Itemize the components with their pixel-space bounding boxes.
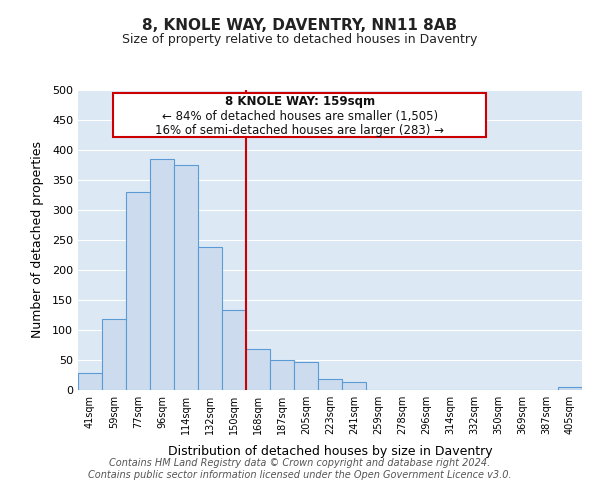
Text: Contains public sector information licensed under the Open Government Licence v3: Contains public sector information licen… <box>88 470 512 480</box>
Text: 16% of semi-detached houses are larger (283) →: 16% of semi-detached houses are larger (… <box>155 124 444 137</box>
Bar <box>318 379 342 390</box>
Bar <box>174 165 198 390</box>
Bar <box>270 360 294 390</box>
X-axis label: Distribution of detached houses by size in Daventry: Distribution of detached houses by size … <box>167 446 493 458</box>
FancyBboxPatch shape <box>113 93 486 136</box>
Bar <box>222 310 246 390</box>
Bar <box>294 362 318 390</box>
Text: 8 KNOLE WAY: 159sqm: 8 KNOLE WAY: 159sqm <box>224 95 375 108</box>
Text: 8, KNOLE WAY, DAVENTRY, NN11 8AB: 8, KNOLE WAY, DAVENTRY, NN11 8AB <box>142 18 458 32</box>
Bar <box>102 319 126 390</box>
Y-axis label: Number of detached properties: Number of detached properties <box>31 142 44 338</box>
Text: ← 84% of detached houses are smaller (1,505): ← 84% of detached houses are smaller (1,… <box>161 110 438 123</box>
Bar <box>342 382 366 390</box>
Bar <box>78 373 102 390</box>
Bar <box>150 159 174 390</box>
Bar <box>126 192 150 390</box>
Bar <box>198 247 222 390</box>
Bar <box>558 387 582 390</box>
Text: Contains HM Land Registry data © Crown copyright and database right 2024.: Contains HM Land Registry data © Crown c… <box>109 458 491 468</box>
Bar <box>246 349 270 390</box>
Text: Size of property relative to detached houses in Daventry: Size of property relative to detached ho… <box>122 32 478 46</box>
